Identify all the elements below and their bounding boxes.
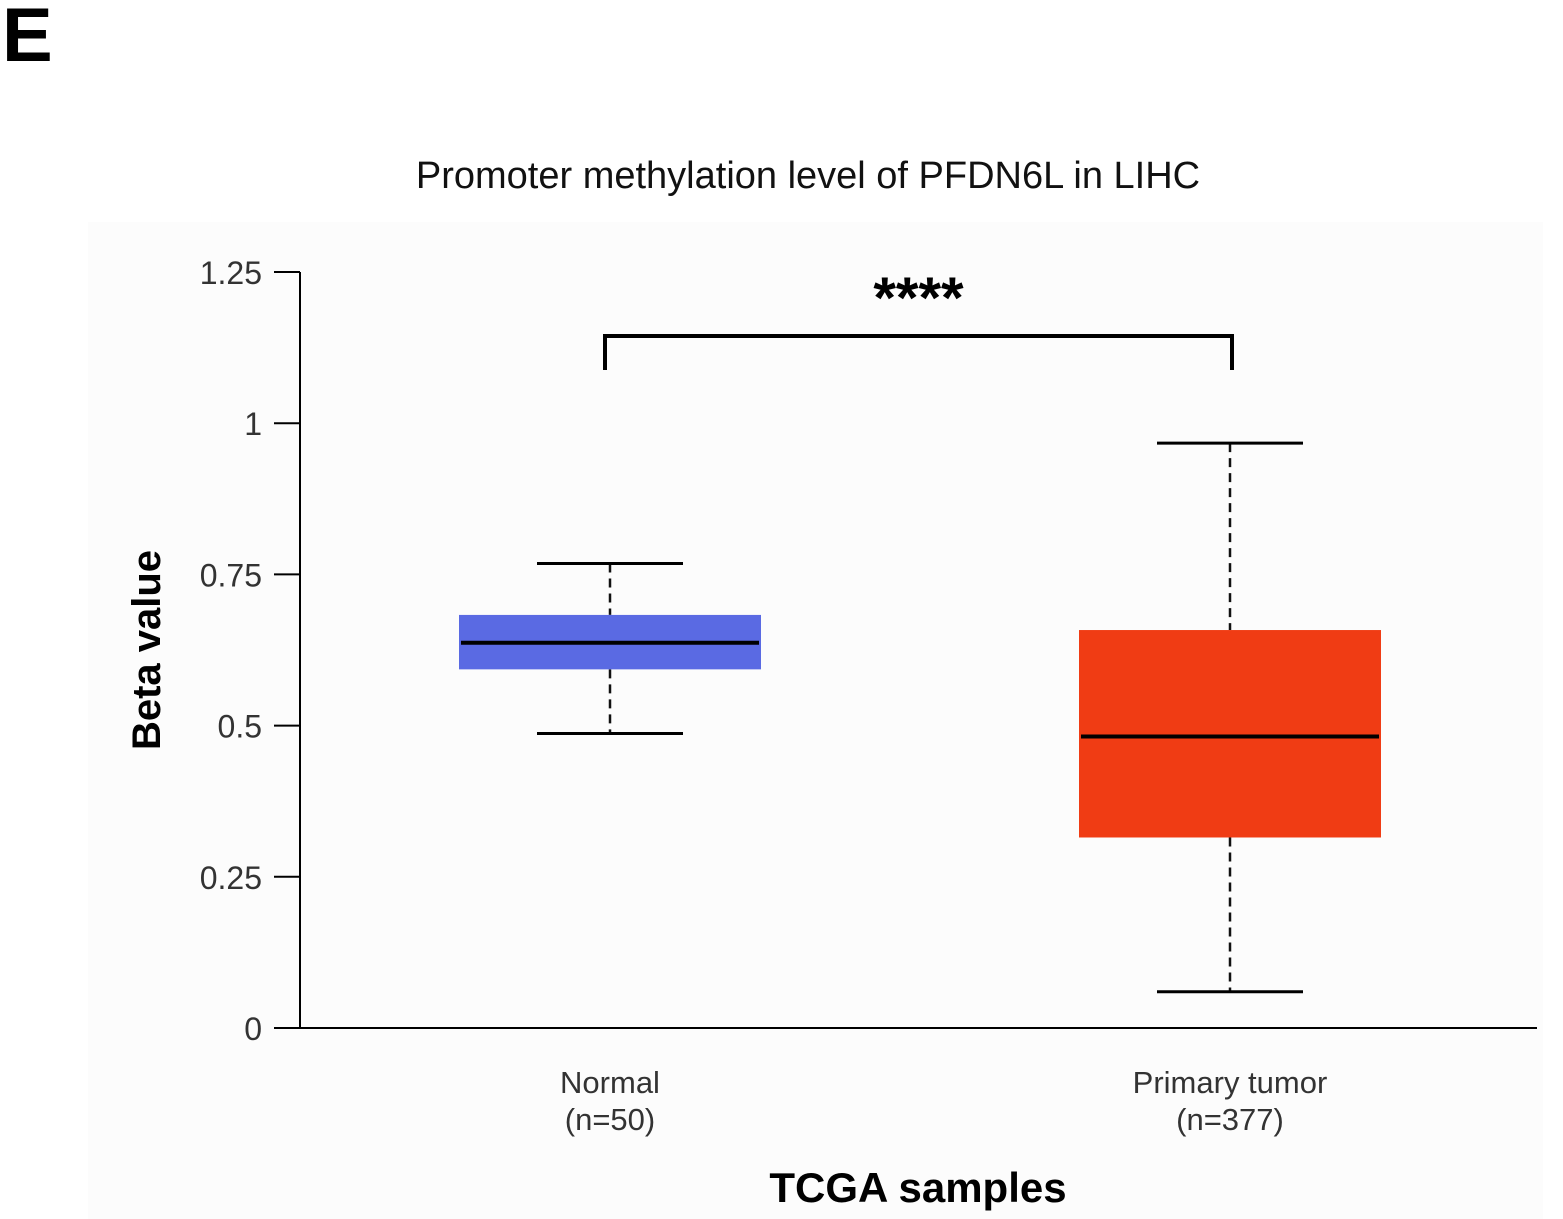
box-group-normal: Normal(n=50) xyxy=(459,562,761,1137)
x-category-label: Primary tumor xyxy=(1133,1065,1328,1100)
boxes: Normal(n=50) Primary tumor(n=377) xyxy=(459,441,1381,1137)
panel-label: E xyxy=(2,0,53,78)
axes: 0 0.25 0.5 0.75 1 1.25 xyxy=(200,255,1537,1047)
chart-title: Promoter methylation level of PFDN6L in … xyxy=(416,155,1200,197)
y-tick-label: 0 xyxy=(244,1011,262,1047)
y-tick-label: 1.25 xyxy=(200,255,262,291)
significance-bracket-group: **** xyxy=(603,266,1234,370)
x-category-count: (n=377) xyxy=(1176,1102,1284,1137)
y-tick-label: 0.25 xyxy=(200,860,262,896)
iqr-box xyxy=(1079,630,1381,838)
x-category-count: (n=50) xyxy=(565,1102,655,1137)
x-axis-label: TCGA samples xyxy=(769,1164,1066,1211)
y-tick-label: 0.5 xyxy=(218,709,262,745)
y-tick-label: 0.75 xyxy=(200,557,262,593)
significance-stars: **** xyxy=(873,266,964,331)
y-axis-label: Beta value xyxy=(125,550,169,750)
x-category-label: Normal xyxy=(560,1065,660,1100)
box-group-primary-tumor: Primary tumor(n=377) xyxy=(1079,441,1381,1137)
significance-bracket xyxy=(603,334,1234,370)
y-tick-label: 1 xyxy=(244,406,262,442)
